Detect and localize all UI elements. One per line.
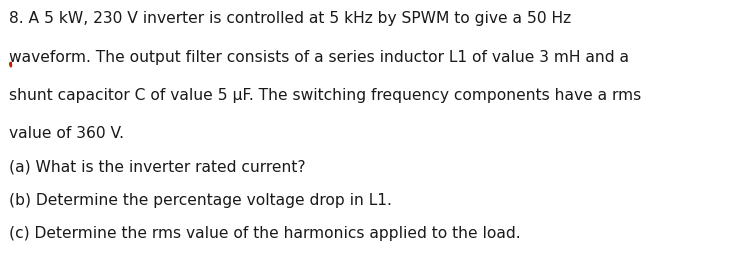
Text: (b) Determine the percentage voltage drop in L1.: (b) Determine the percentage voltage dro… <box>9 192 392 207</box>
Text: (c) Determine the rms value of the harmonics applied to the load.: (c) Determine the rms value of the harmo… <box>9 225 520 240</box>
Text: (a) What is the inverter rated current?: (a) What is the inverter rated current? <box>9 159 305 174</box>
Text: shunt capacitor C of value 5 μF. The switching frequency components have a rms: shunt capacitor C of value 5 μF. The swi… <box>9 88 641 103</box>
Text: 8. A 5 kW, 230 V inverter is controlled at 5 kHz by SPWM to give a 50 Hz: 8. A 5 kW, 230 V inverter is controlled … <box>9 11 571 26</box>
Text: value of 360 V.: value of 360 V. <box>9 126 124 141</box>
Text: waveform. The output filter consists of a series inductor L1 of value 3 mH and a: waveform. The output filter consists of … <box>9 50 629 65</box>
